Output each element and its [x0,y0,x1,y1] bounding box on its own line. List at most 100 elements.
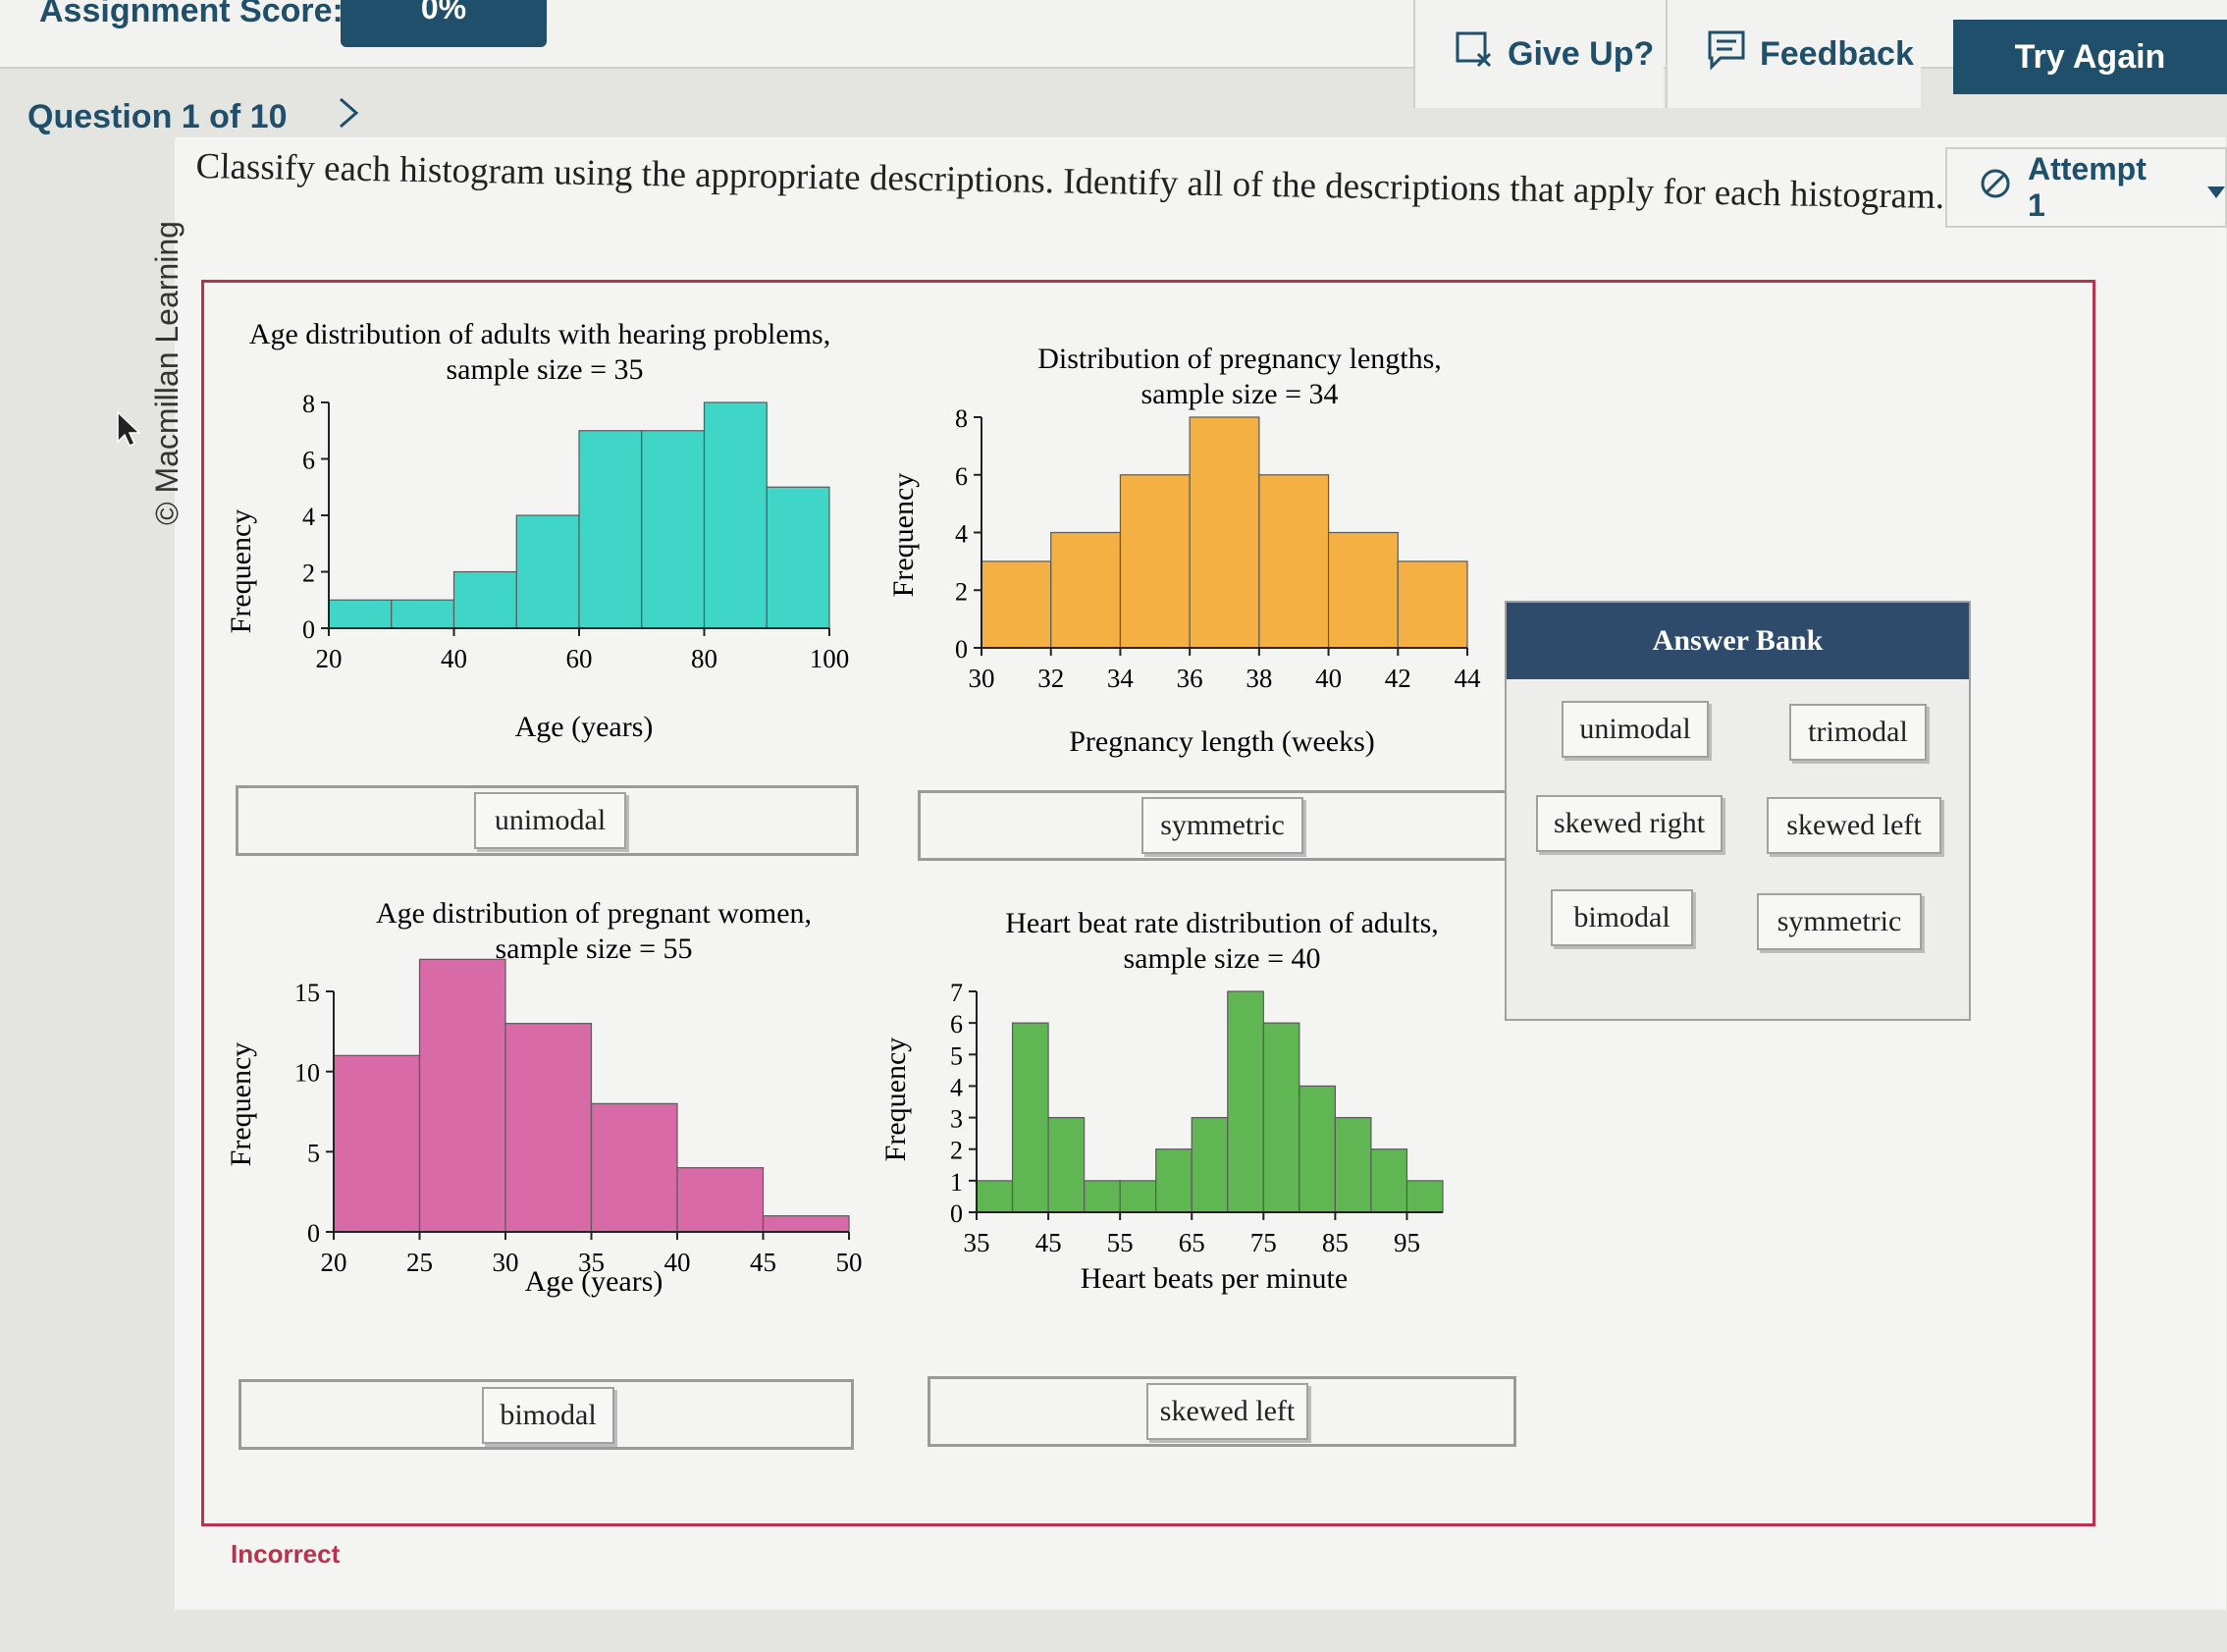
y-axis-label: Frequency [225,1042,257,1167]
x-axis-label: Heart beats per minute [1081,1262,1348,1295]
histogram-bar [578,430,643,629]
y-tick-label: 8 [955,404,968,433]
y-tick-label: 1 [950,1168,963,1197]
x-tick-label: 20 [316,644,343,673]
x-tick-label: 30 [969,664,995,693]
histogram-bar [590,1102,678,1233]
histogram-bar [418,958,506,1233]
x-tick-label: 42 [1385,664,1411,693]
x-tick-label: 65 [1179,1228,1205,1257]
chart-subtitle: sample size = 34 [1140,378,1338,410]
histogram-pregnancy-lengths-svg: Distribution of pregnancy lengths, sampl… [887,343,1481,758]
dropzone-heart-rate[interactable]: skewed left [928,1376,1516,1447]
histogram-bar [1011,1022,1049,1213]
y-tick-label: 6 [950,1010,963,1039]
x-tick-label: 32 [1037,664,1064,693]
y-tick-label: 2 [302,560,315,588]
answer-chip-symmetric[interactable]: symmetric [1757,893,1922,950]
question-nav-label: Question 1 of 10 [27,98,288,135]
x-tick-label: 35 [964,1228,990,1257]
placed-chip[interactable]: unimodal [474,792,626,849]
histogram-bar [1258,474,1330,649]
try-again-button[interactable]: Try Again [1953,20,2227,94]
histogram-pregnancy-lengths: Distribution of pregnancy lengths, sampl… [883,339,1511,775]
histogram-bar [1084,1180,1121,1213]
histogram-bar [1327,531,1399,649]
histogram-bar [676,1167,765,1233]
x-tick-label: 30 [493,1248,519,1277]
x-tick-label: 35 [578,1248,605,1277]
x-tick-label: 25 [406,1248,433,1277]
y-tick-label: 6 [302,447,315,475]
y-axis-label: Frequency [879,1038,912,1162]
histogram-heart-rate: Heart beat rate distribution of adults, … [874,903,1502,1310]
give-up-label: Give Up? [1508,34,1655,73]
y-axis-label: Frequency [225,509,257,634]
histogram-bar [981,560,1052,649]
answer-chip-trimodal[interactable]: trimodal [1789,704,1927,761]
histogram-pregnant-women: Age distribution of pregnant women, samp… [221,893,878,1310]
answer-bank: Answer Bank unimodal trimodal skewed rig… [1505,601,1971,1021]
histogram-hearing: Age distribution of adults with hearing … [221,314,878,751]
feedback-button[interactable]: Feedback [1666,0,1921,108]
answer-chip-skewed-left[interactable]: skewed left [1767,797,1941,854]
y-tick-label: 0 [955,635,968,664]
chart-subtitle: sample size = 55 [495,933,692,965]
feedback-label: Feedback [1760,34,1914,73]
x-tick-label: 40 [664,1248,691,1277]
chart-title: Age distribution of adults with hearing … [249,318,830,350]
answer-chip-unimodal[interactable]: unimodal [1562,701,1709,758]
histogram-bar [1262,1022,1300,1213]
chart-subtitle: sample size = 40 [1123,942,1320,975]
histogram-bar [328,599,393,629]
histogram-bar [1119,1180,1157,1213]
chevron-right-icon[interactable] [337,96,360,138]
placed-chip[interactable]: skewed left [1146,1383,1308,1440]
y-tick-label: 15 [294,979,320,1007]
y-axis-label: Frequency [887,473,920,598]
histogram-bar [1189,416,1260,649]
answer-chip-skewed-right[interactable]: skewed right [1536,795,1723,852]
y-tick-label: 5 [950,1041,963,1070]
give-up-button[interactable]: Give Up? [1413,0,1664,108]
attempt-dropdown[interactable]: Attempt 1 [1945,147,2227,228]
histogram-heart-rate-svg: Heart beat rate distribution of adults, … [879,907,1444,1295]
feedback-icon [1707,29,1746,80]
chart-title: Distribution of pregnancy lengths, [1037,343,1442,375]
histogram-bar [1155,1148,1193,1213]
histogram-bar [641,430,706,629]
x-tick-label: 75 [1250,1228,1277,1257]
x-axis-label: Pregnancy length (weeks) [1069,725,1375,758]
y-tick-label: 0 [307,1219,320,1248]
copyright-text: © Macmillan Learning [149,221,185,525]
x-axis-label: Age (years) [515,711,654,743]
histogram-bar [504,1023,593,1233]
histogram-bar [391,599,455,629]
x-tick-label: 80 [691,644,717,673]
no-entry-icon [1979,167,2012,208]
placed-chip[interactable]: bimodal [482,1387,614,1444]
y-tick-label: 10 [294,1059,320,1088]
dropzone-hearing[interactable]: unimodal [236,785,859,856]
x-tick-label: 50 [836,1248,863,1277]
histogram-bar [1299,1085,1336,1213]
histogram-bar [1119,474,1191,649]
question-nav[interactable]: Question 1 of 10 [27,96,360,138]
y-tick-label: 3 [950,1105,963,1134]
histogram-bar [1405,1180,1444,1213]
x-tick-label: 40 [441,644,467,673]
histogram-bar [762,1215,850,1233]
histogram-bar [976,1180,1014,1213]
histogram-bar [452,570,517,629]
answer-bank-title: Answer Bank [1507,603,1969,679]
x-tick-label: 95 [1394,1228,1420,1257]
histogram-bar [333,1054,421,1233]
y-tick-label: 2 [955,577,968,606]
answer-chip-bimodal[interactable]: bimodal [1551,889,1693,946]
placed-chip[interactable]: symmetric [1141,797,1303,854]
dropzone-pregnancy-lengths[interactable]: symmetric [918,790,1514,861]
dropzone-pregnant-women[interactable]: bimodal [239,1379,854,1450]
histogram-bar [1227,990,1264,1213]
x-tick-label: 40 [1315,664,1342,693]
x-tick-label: 85 [1322,1228,1349,1257]
